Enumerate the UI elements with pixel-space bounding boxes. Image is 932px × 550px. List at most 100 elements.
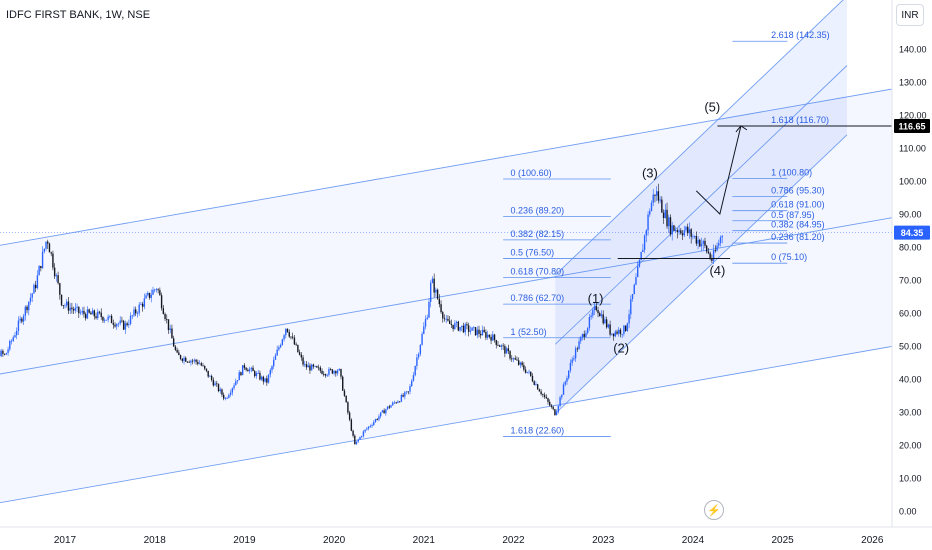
candle-body	[462, 325, 465, 333]
candle-body	[40, 266, 42, 269]
wave-label: (3)	[642, 166, 658, 181]
candle-body	[204, 365, 206, 369]
candle-body	[430, 283, 432, 302]
candle-body	[369, 425, 372, 427]
candle-body	[397, 401, 399, 403]
candle-body	[364, 429, 366, 432]
candle-body	[633, 284, 635, 295]
candle-body	[288, 332, 290, 337]
x-tick-label: 2019	[233, 535, 256, 546]
candle-body	[521, 362, 523, 366]
x-tick-label: 2021	[413, 535, 436, 546]
candle-body	[433, 278, 435, 293]
wave-label: (2)	[613, 341, 629, 356]
candle-body	[81, 310, 83, 313]
candle-body	[152, 289, 154, 295]
candle-body	[316, 366, 318, 368]
candle-body	[221, 389, 223, 395]
candle-body	[124, 323, 127, 330]
candle-body	[350, 419, 353, 431]
candle-body	[207, 370, 209, 377]
candle-body	[555, 411, 558, 416]
candle-body	[424, 319, 427, 327]
candle-body	[564, 381, 566, 385]
candle-body	[243, 365, 246, 368]
wave-label: (5)	[704, 100, 720, 115]
y-tick-label: 70.00	[899, 276, 922, 286]
candle-body	[97, 311, 99, 319]
candle-body	[390, 405, 392, 408]
candle-body	[267, 374, 270, 383]
candle-body	[398, 401, 401, 403]
y-tick-label: 140.00	[899, 45, 927, 55]
candle-body	[647, 214, 649, 231]
candle-body	[404, 392, 406, 397]
candle-body	[240, 372, 242, 376]
candle-body	[224, 397, 227, 399]
candle-body	[103, 319, 106, 321]
candle-body	[112, 323, 114, 325]
candle-body	[29, 297, 32, 302]
candle-body	[616, 331, 618, 334]
candle-body	[654, 194, 656, 196]
candle-body	[362, 431, 365, 437]
candle-body	[286, 328, 289, 333]
candle-body	[2, 350, 4, 354]
candle-body	[183, 357, 185, 361]
candle-body	[74, 307, 77, 311]
candle-body	[571, 359, 573, 363]
candle-body	[493, 334, 496, 341]
candle-body	[628, 314, 630, 324]
candles-layer	[0, 183, 723, 445]
candle-body	[141, 303, 144, 307]
candle-body	[355, 441, 358, 445]
candle-body	[393, 402, 396, 404]
price-axis-background	[892, 0, 932, 550]
candle-body	[517, 360, 520, 365]
channel-lower-line-1	[554, 134, 848, 414]
candle-body	[516, 359, 518, 361]
candle-body	[136, 313, 139, 314]
candle-body	[186, 361, 189, 363]
candle-body	[407, 391, 409, 393]
candle-body	[305, 364, 308, 368]
candle-body	[159, 290, 161, 296]
candle-body	[271, 366, 273, 371]
candle-body	[674, 230, 677, 231]
x-tick-label: 2017	[54, 535, 77, 546]
lightning-icon[interactable]: ⚡	[704, 500, 724, 520]
candle-body	[680, 230, 682, 234]
candle-body	[543, 394, 546, 397]
currency-button[interactable]: INR	[896, 4, 924, 26]
candle-body	[545, 396, 547, 399]
candle-body	[436, 289, 439, 299]
candle-body	[254, 371, 256, 377]
candle-body	[440, 304, 442, 313]
candle-body	[48, 243, 51, 253]
candle-body	[107, 316, 109, 320]
candle-body	[466, 324, 468, 326]
candle-body	[388, 406, 390, 408]
candle-body	[718, 243, 720, 246]
candle-body	[143, 298, 146, 307]
candle-body	[22, 315, 25, 322]
candle-body	[298, 352, 301, 355]
fib-level-label: 0.382 (84.95)	[771, 220, 825, 230]
candle-body	[293, 337, 296, 345]
candle-body	[702, 240, 704, 244]
candle-body	[614, 331, 616, 337]
candle-body	[198, 363, 201, 365]
candle-body	[278, 347, 280, 350]
candle-body	[621, 333, 623, 335]
candle-body	[452, 324, 454, 329]
candle-body	[409, 386, 411, 392]
candle-body	[643, 235, 646, 250]
candle-body	[135, 309, 137, 314]
candle-body	[488, 334, 491, 337]
candle-body	[205, 368, 208, 371]
candle-body	[386, 406, 389, 410]
candle-body	[126, 323, 128, 326]
candle-body	[588, 316, 591, 328]
candle-body	[329, 368, 332, 370]
